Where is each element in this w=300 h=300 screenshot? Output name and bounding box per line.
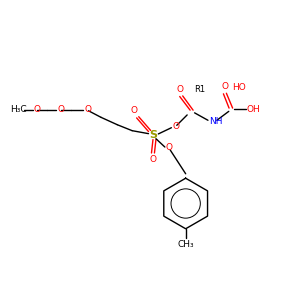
Text: O: O — [177, 85, 184, 94]
Text: O: O — [172, 122, 179, 131]
Text: O: O — [34, 105, 40, 114]
Text: R1: R1 — [195, 85, 206, 94]
Text: OH: OH — [246, 105, 260, 114]
Text: O: O — [149, 155, 157, 164]
Text: O: O — [84, 105, 91, 114]
Text: O: O — [57, 105, 64, 114]
Text: O: O — [221, 82, 228, 91]
Text: HO: HO — [232, 83, 246, 92]
Text: H₃C: H₃C — [10, 105, 27, 114]
Text: S: S — [149, 130, 157, 140]
Text: O: O — [166, 143, 173, 152]
Text: CH₃: CH₃ — [177, 240, 194, 249]
Text: NH: NH — [209, 117, 223, 126]
Text: O: O — [130, 106, 137, 115]
